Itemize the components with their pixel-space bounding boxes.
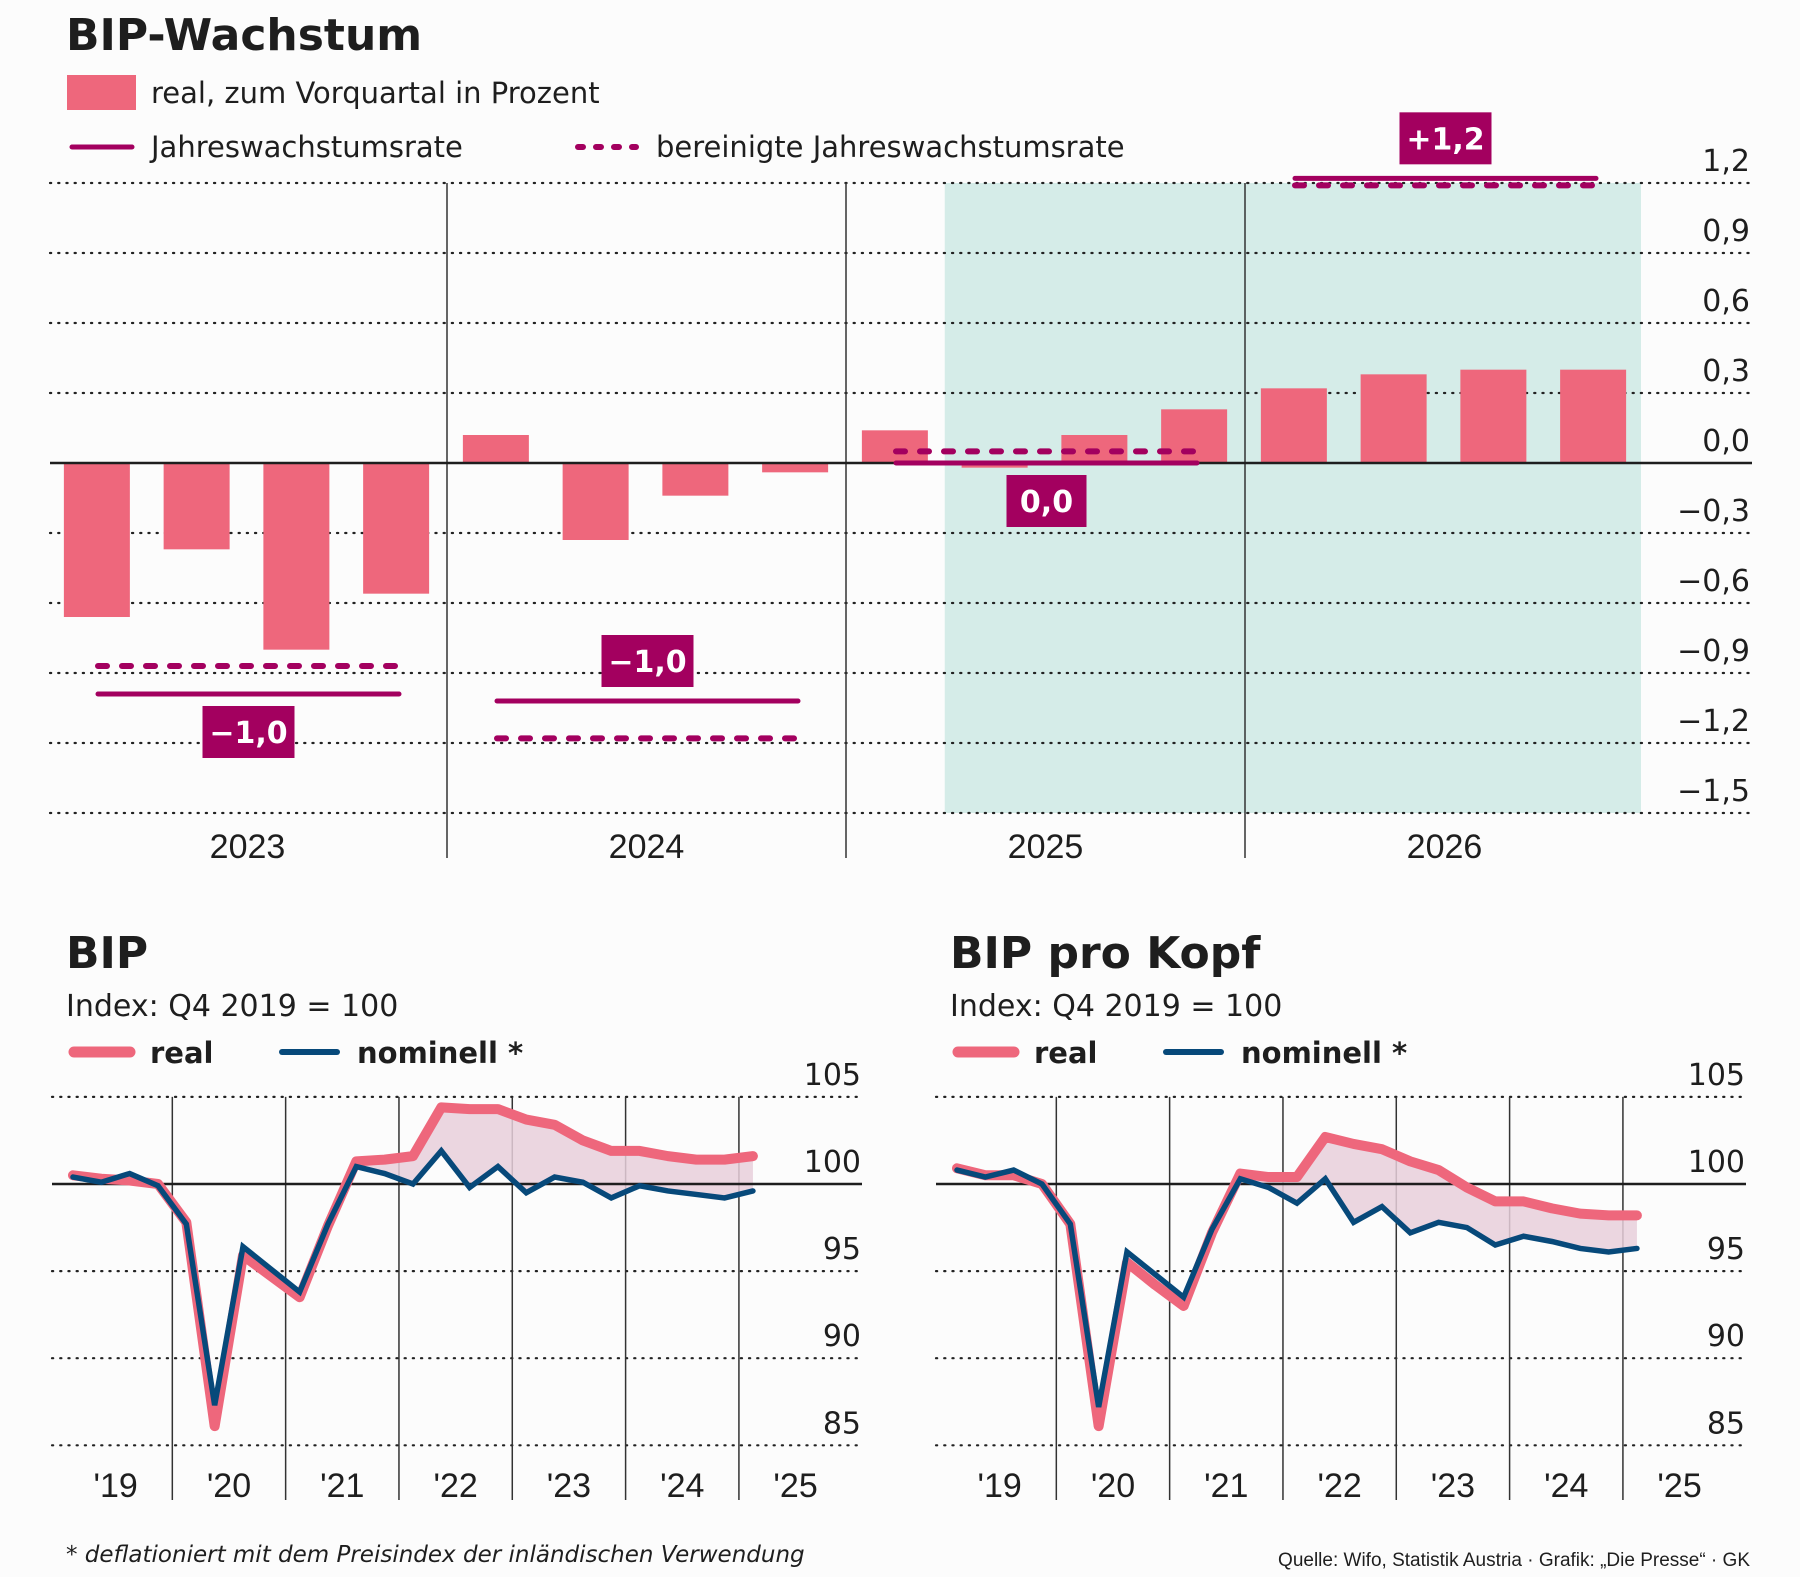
annual-rate-badge: [1399, 112, 1492, 165]
footnote: * deflationiert mit dem Preisindex der i…: [66, 1542, 805, 1568]
x-tick-label: '19: [94, 1467, 138, 1505]
y-tick-label: 105: [804, 1058, 861, 1093]
bar: [1460, 369, 1527, 463]
x-tick-label: '19: [978, 1467, 1022, 1505]
bip-subtitle: Index: Q4 2019 = 100: [66, 989, 398, 1024]
bar: [762, 463, 829, 473]
y-tick-label: 0,6: [1702, 284, 1750, 319]
nominal-series-line: [70, 1146, 756, 1406]
year-label: 2026: [1407, 828, 1483, 866]
real-series-line: [952, 1131, 1642, 1432]
y-tick-labels: 1,2 0,9 0,6 0,3 0,0 −0,3 −0,6 −0,9 −1,2 −1,5: [1677, 144, 1750, 809]
y-tick-label: 105: [1688, 1058, 1745, 1093]
y-tick-label: 0,3: [1702, 354, 1750, 389]
bip-plot: 105 100 95 90 85 '19 '20 '21 '22 '23 '24 '25: [50, 1058, 864, 1505]
legend-real-label: real: [1034, 1036, 1097, 1070]
annual-rate-badge-label: −1,0: [608, 645, 686, 680]
y-tick-label: 0,9: [1702, 214, 1750, 249]
annual-rate-badge-label: +1,2: [1406, 122, 1484, 157]
year-label: 2024: [609, 828, 685, 866]
bar: [363, 463, 430, 594]
bar: [662, 463, 729, 496]
chart-title: BIP-Wachstum: [66, 10, 422, 61]
x-tick-label: '22: [1317, 1467, 1361, 1505]
legend-solid-label: Jahreswachstumsrate: [149, 130, 463, 164]
bar: [163, 463, 230, 550]
x-tick-label: '24: [1544, 1467, 1588, 1505]
y-tick-label: 90: [1707, 1319, 1745, 1354]
y-tick-label: −1,2: [1677, 704, 1750, 739]
bip-per-capita-subtitle: Index: Q4 2019 = 100: [950, 989, 1282, 1024]
quarterly-bars: [63, 369, 1627, 650]
annual-rate-badge: [202, 706, 295, 758]
x-tick-label: '25: [1657, 1467, 1701, 1505]
x-tick-label: '25: [773, 1467, 817, 1505]
x-tick-label: '23: [1431, 1467, 1475, 1505]
bip-per-capita-line-chart: BIP pro Kopf Index: Q4 2019 = 100 real n…: [934, 928, 1748, 1505]
legend-bar-swatch: [67, 75, 136, 110]
real-series-line: [68, 1102, 758, 1432]
bar: [63, 463, 130, 617]
legend-dashed-label: bereinigte Jahreswachstumsrate: [656, 130, 1125, 164]
bip-per-capita-plot: 105 100 95 90 85 '19 '20 '21 '22 '23 '24 '25: [934, 1058, 1748, 1505]
x-tick-label: '20: [207, 1467, 251, 1505]
legend-real-label: real: [150, 1036, 213, 1070]
bar: [562, 463, 629, 540]
y-tick-label: −0,3: [1677, 494, 1750, 529]
annual-rate-badge-label: 0,0: [1020, 485, 1073, 520]
legend-bar-label: real, zum Vorquartal in Prozent: [151, 76, 600, 110]
year-labels: 2023 2024 2025 2026: [210, 828, 1483, 866]
x-tick-label: '22: [433, 1467, 477, 1505]
annual-rate-badge-label: −1,0: [209, 716, 287, 751]
x-tick-label: '21: [1204, 1467, 1248, 1505]
x-tick-label: '24: [660, 1467, 704, 1505]
y-tick-label: 95: [1707, 1232, 1745, 1267]
y-tick-label: 100: [804, 1145, 861, 1180]
annual-rate-badge: [601, 635, 694, 687]
bar: [1560, 369, 1627, 463]
bar: [1260, 388, 1327, 463]
bar: [462, 435, 529, 463]
y-tick-label: 1,2: [1702, 144, 1750, 179]
source-credit: Quelle: Wifo, Statistik Austria · Grafik…: [1278, 1550, 1750, 1571]
y-tick-label: −0,9: [1677, 634, 1750, 669]
bar: [263, 463, 330, 650]
bar: [861, 430, 928, 463]
real-nominal-gap-area: [1240, 1136, 1637, 1252]
y-tick-label: 85: [1707, 1406, 1745, 1441]
legend-nominal-label: nominell *: [1241, 1036, 1407, 1070]
y-tick-label: 90: [823, 1319, 861, 1354]
annual-rate-lines: −1,0 −1,0 0,0 +1,2: [95, 112, 1599, 758]
x-tick-label: '21: [320, 1467, 364, 1505]
growth-bar-chart: BIP-Wachstum real, zum Vorquartal in Pro…: [48, 10, 1754, 866]
y-tick-label: 100: [1688, 1145, 1745, 1180]
y-tick-label: 0,0: [1702, 424, 1750, 459]
year-label: 2023: [210, 828, 286, 866]
y-tick-label: 85: [823, 1406, 861, 1441]
annual-rate-badge: [1006, 475, 1087, 527]
year-dividers: [446, 183, 1246, 858]
legend-nominal-label: nominell *: [357, 1036, 523, 1070]
y-tick-label: −1,5: [1677, 774, 1750, 809]
bar: [1161, 409, 1228, 463]
bip-per-capita-title: BIP pro Kopf: [950, 928, 1261, 979]
y-tick-label: 95: [823, 1232, 861, 1267]
x-tick-label: '23: [547, 1467, 591, 1505]
x-tick-label: '20: [1091, 1467, 1135, 1505]
real-nominal-gap-area: [356, 1107, 753, 1198]
bip-line-chart: BIP Index: Q4 2019 = 100 real nominell *…: [50, 928, 864, 1505]
bar: [1360, 374, 1427, 463]
bip-title: BIP: [66, 928, 148, 979]
year-label: 2025: [1008, 828, 1084, 866]
y-tick-label: −0,6: [1677, 564, 1750, 599]
